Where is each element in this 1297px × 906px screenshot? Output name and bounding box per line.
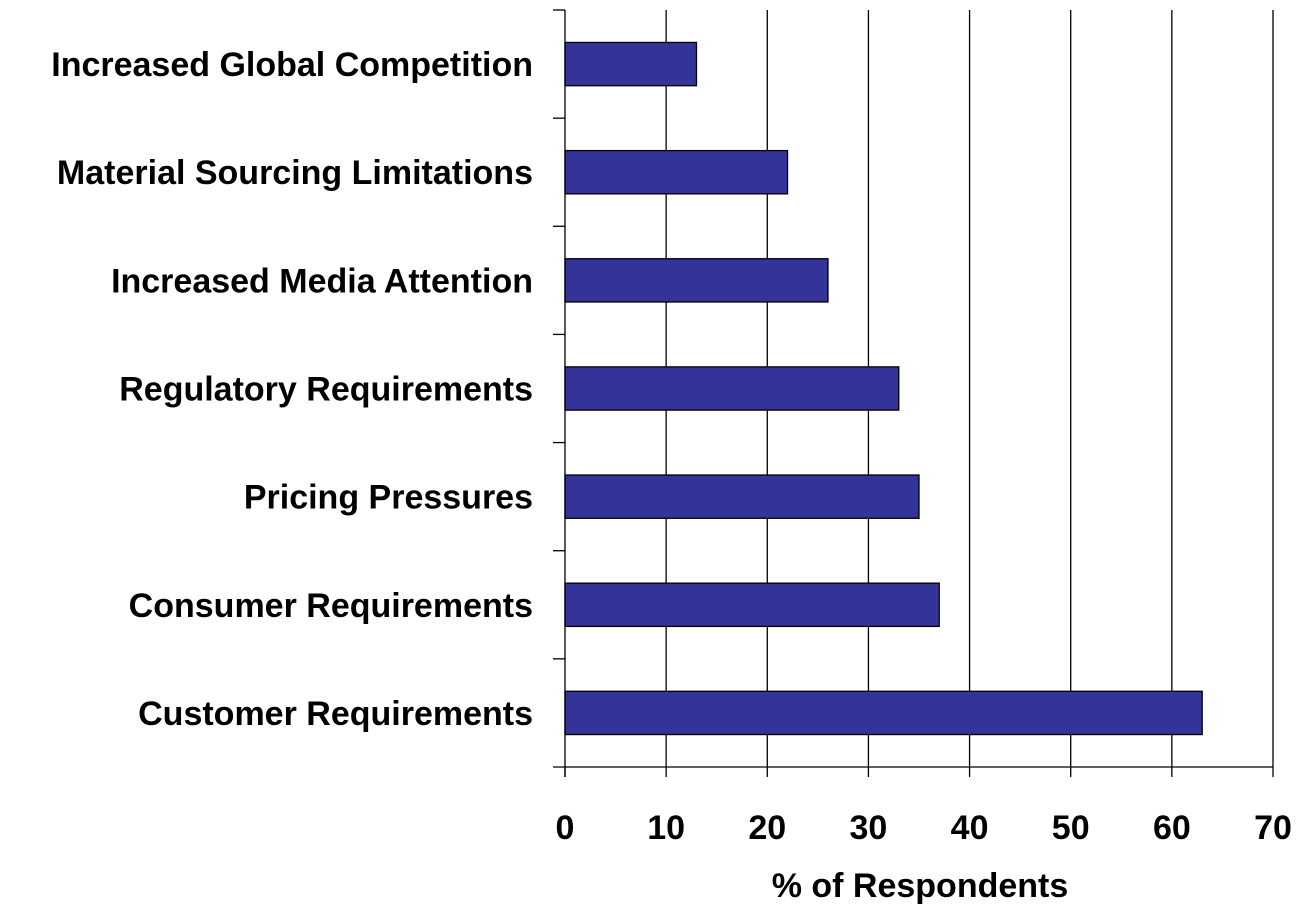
bar [564,474,920,519]
category-label: Material Sourcing Limitations [57,154,533,192]
bar [564,582,940,628]
labels-layer: 0 10 20 30 40 50 60 70 Increased Global Competit… [51,46,1292,847]
x-tick-label: 10 [647,809,685,847]
bar [564,149,789,195]
axes-layer [553,9,1274,777]
x-tick-label: 60 [1153,809,1191,847]
x-tick-label: 50 [1052,809,1090,847]
x-tick-label: 20 [748,809,786,847]
bars-layer [564,41,1203,736]
bar [564,690,1203,736]
category-label: Consumer Requirements [129,587,533,625]
x-axis-title: % of Respondents [772,867,1069,905]
category-label: Customer Requirements [138,695,533,733]
category-label: Increased Media Attention [111,262,533,300]
category-label: Increased Global Competition [51,46,533,84]
bar [564,258,829,303]
bar [564,41,698,87]
category-label: Regulatory Requirements [119,371,533,409]
category-label: Pricing Pressures [244,479,533,517]
x-tick-label: 40 [951,809,989,847]
bar [564,366,900,411]
x-tick-label: 0 [556,809,575,847]
x-tick-label: 30 [850,809,888,847]
x-tick-label: 70 [1254,809,1292,847]
